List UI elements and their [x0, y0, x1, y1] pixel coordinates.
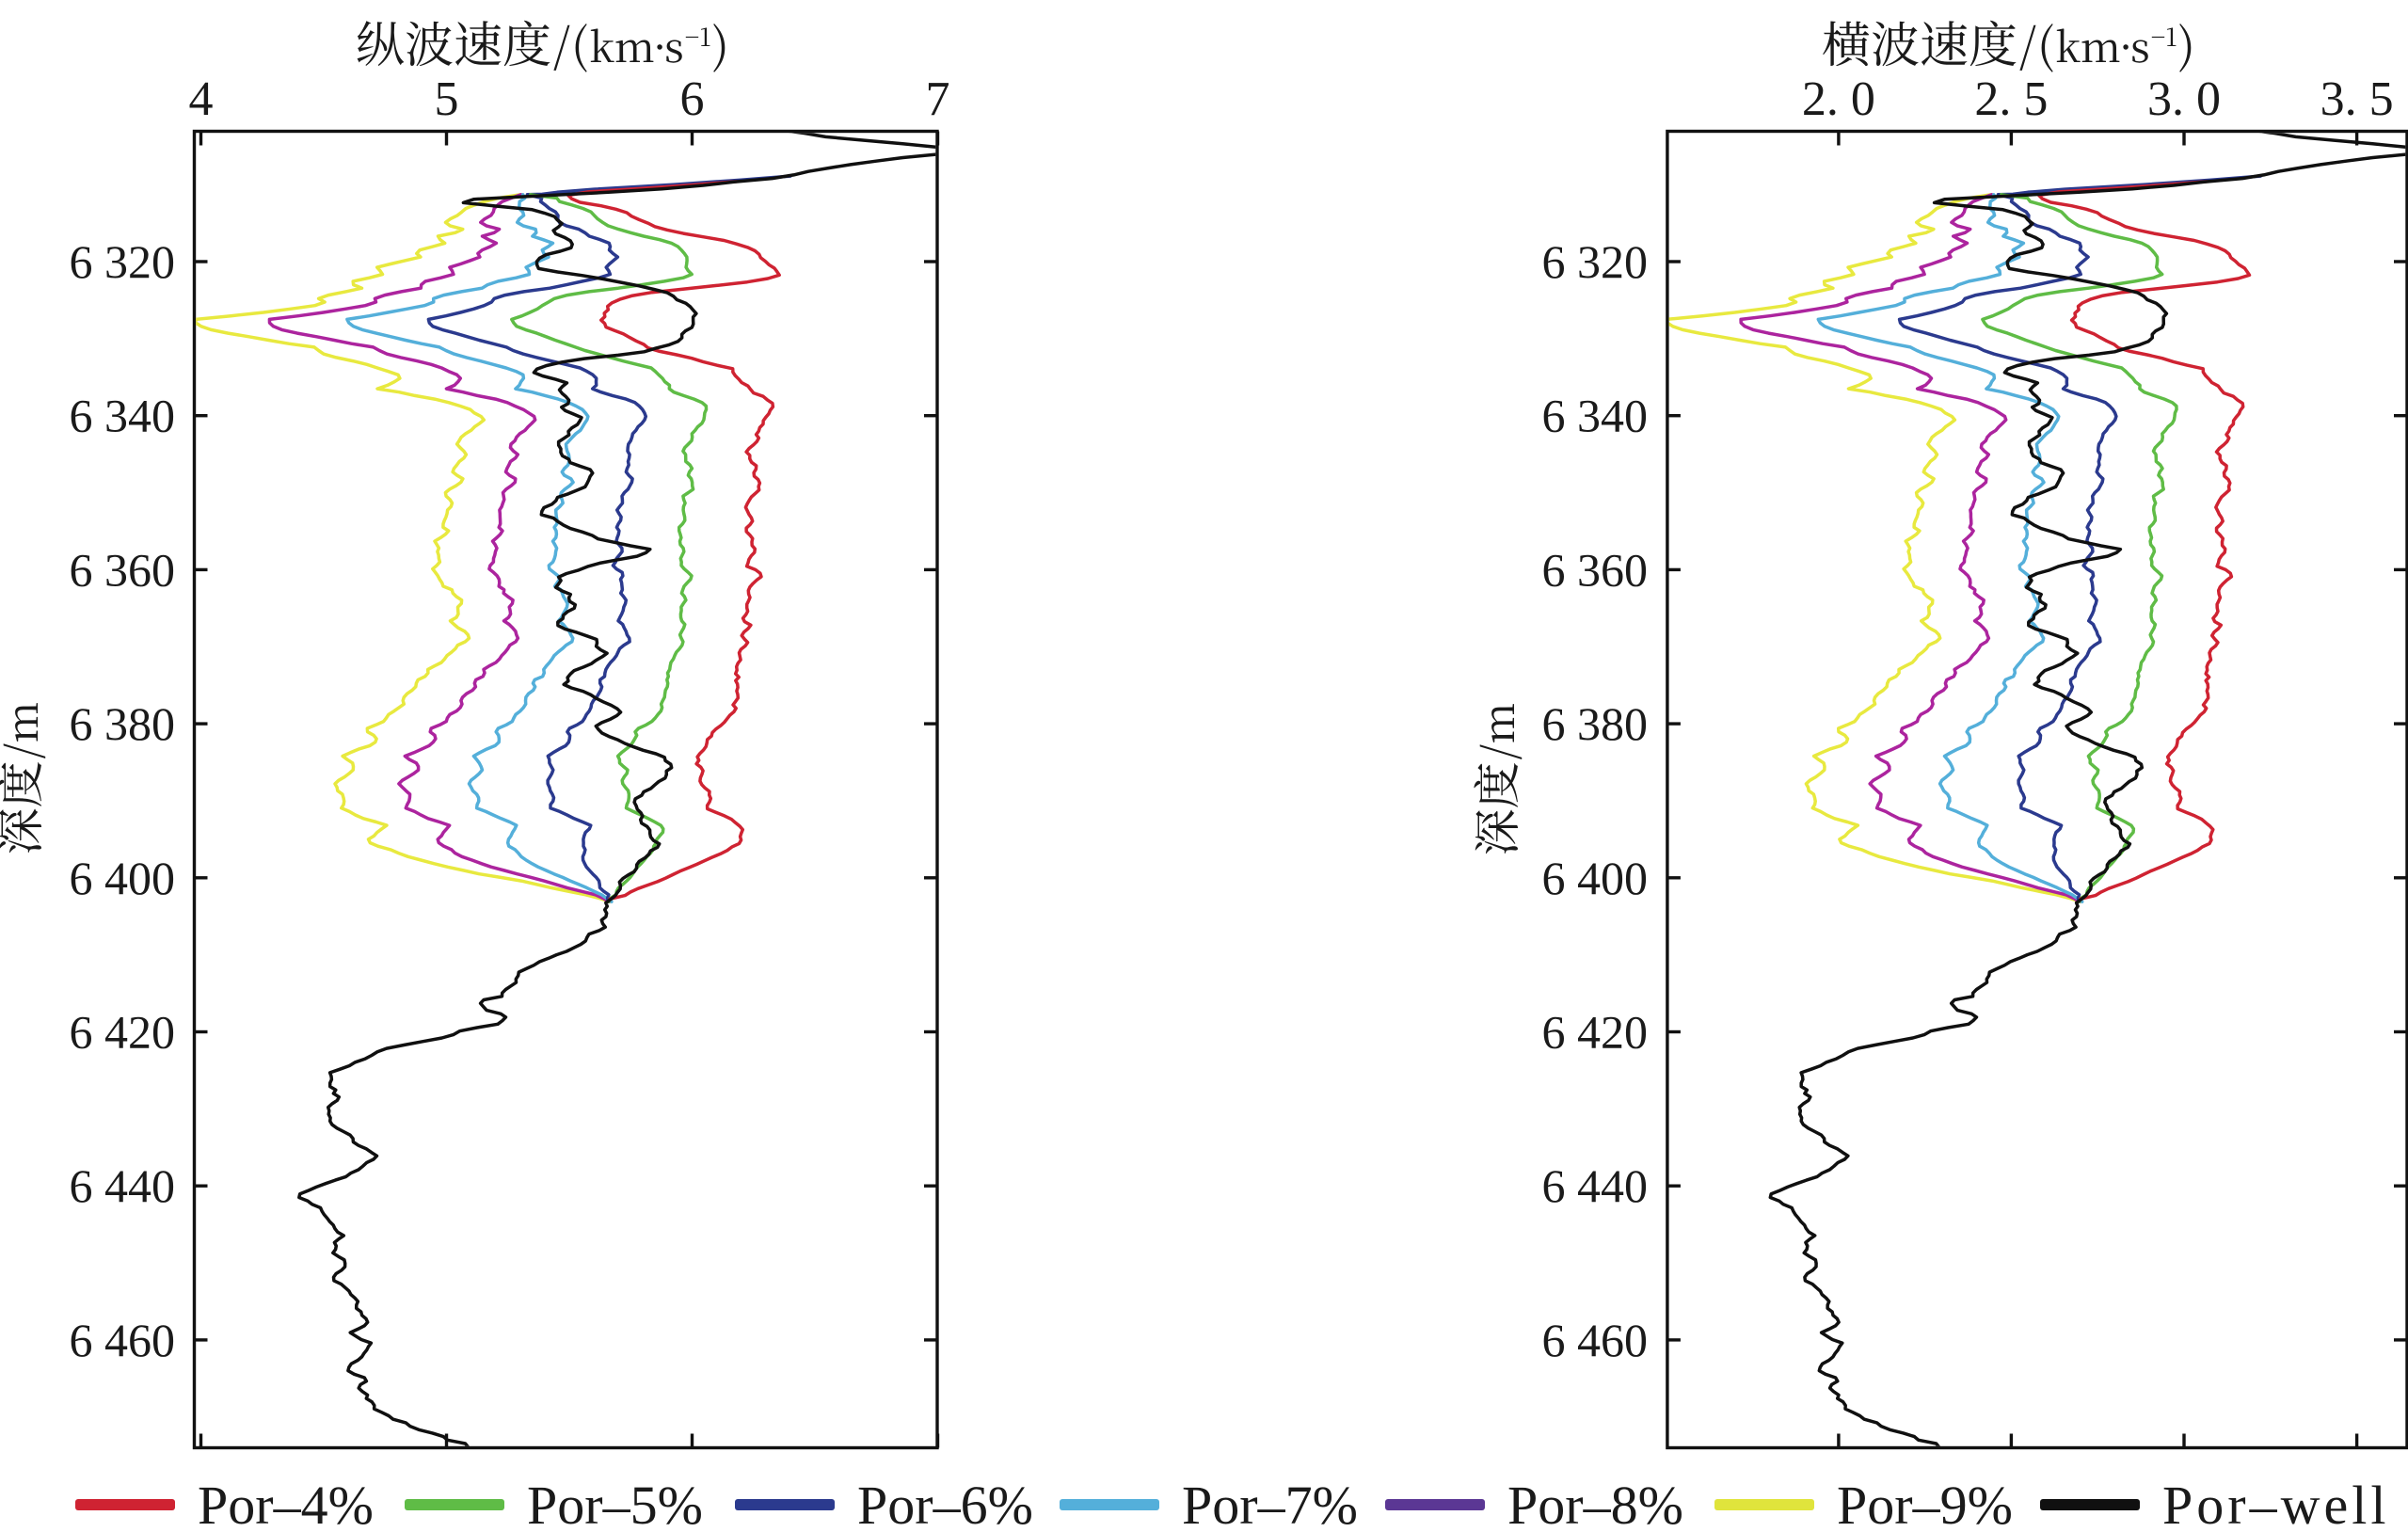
svg-text:6 380: 6 380: [70, 697, 176, 750]
svg-text:6 360: 6 360: [70, 543, 176, 596]
svg-text:6 400: 6 400: [1542, 852, 1649, 904]
svg-text:2. 0: 2. 0: [1802, 72, 1875, 126]
svg-text:6 320: 6 320: [1542, 235, 1649, 288]
svg-text:4: 4: [189, 72, 214, 126]
svg-text:6 340: 6 340: [1542, 390, 1649, 442]
svg-text:6 440: 6 440: [70, 1159, 176, 1212]
svg-text:6 320: 6 320: [70, 235, 176, 288]
svg-text:Por–6%: Por–6%: [857, 1475, 1033, 1532]
svg-text:Por–9%: Por–9%: [1837, 1475, 2013, 1532]
svg-text:2. 5: 2. 5: [1974, 72, 2048, 126]
svg-text:5: 5: [435, 72, 459, 126]
svg-text:3. 5: 3. 5: [2320, 72, 2394, 126]
svg-text:6 380: 6 380: [1542, 697, 1649, 750]
svg-text:6 360: 6 360: [1542, 543, 1649, 596]
svg-text:6 340: 6 340: [70, 390, 176, 442]
svg-text:7: 7: [926, 72, 950, 126]
svg-text:6 400: 6 400: [70, 852, 176, 904]
svg-text:Por–4%: Por–4%: [198, 1475, 374, 1532]
svg-text:6 420: 6 420: [1542, 1006, 1649, 1059]
svg-text:6 460: 6 460: [1542, 1314, 1649, 1366]
svg-text:Por–8%: Por–8%: [1507, 1475, 1683, 1532]
svg-text:6 460: 6 460: [70, 1314, 176, 1366]
svg-text:Por–5%: Por–5%: [527, 1475, 703, 1532]
svg-text:Por–well: Por–well: [2162, 1475, 2389, 1532]
svg-text:6 440: 6 440: [1542, 1159, 1649, 1212]
svg-text:6: 6: [680, 72, 705, 126]
svg-text:Por–7%: Por–7%: [1182, 1475, 1358, 1532]
svg-text:3. 0: 3. 0: [2147, 72, 2221, 126]
svg-text:6 420: 6 420: [70, 1006, 176, 1059]
